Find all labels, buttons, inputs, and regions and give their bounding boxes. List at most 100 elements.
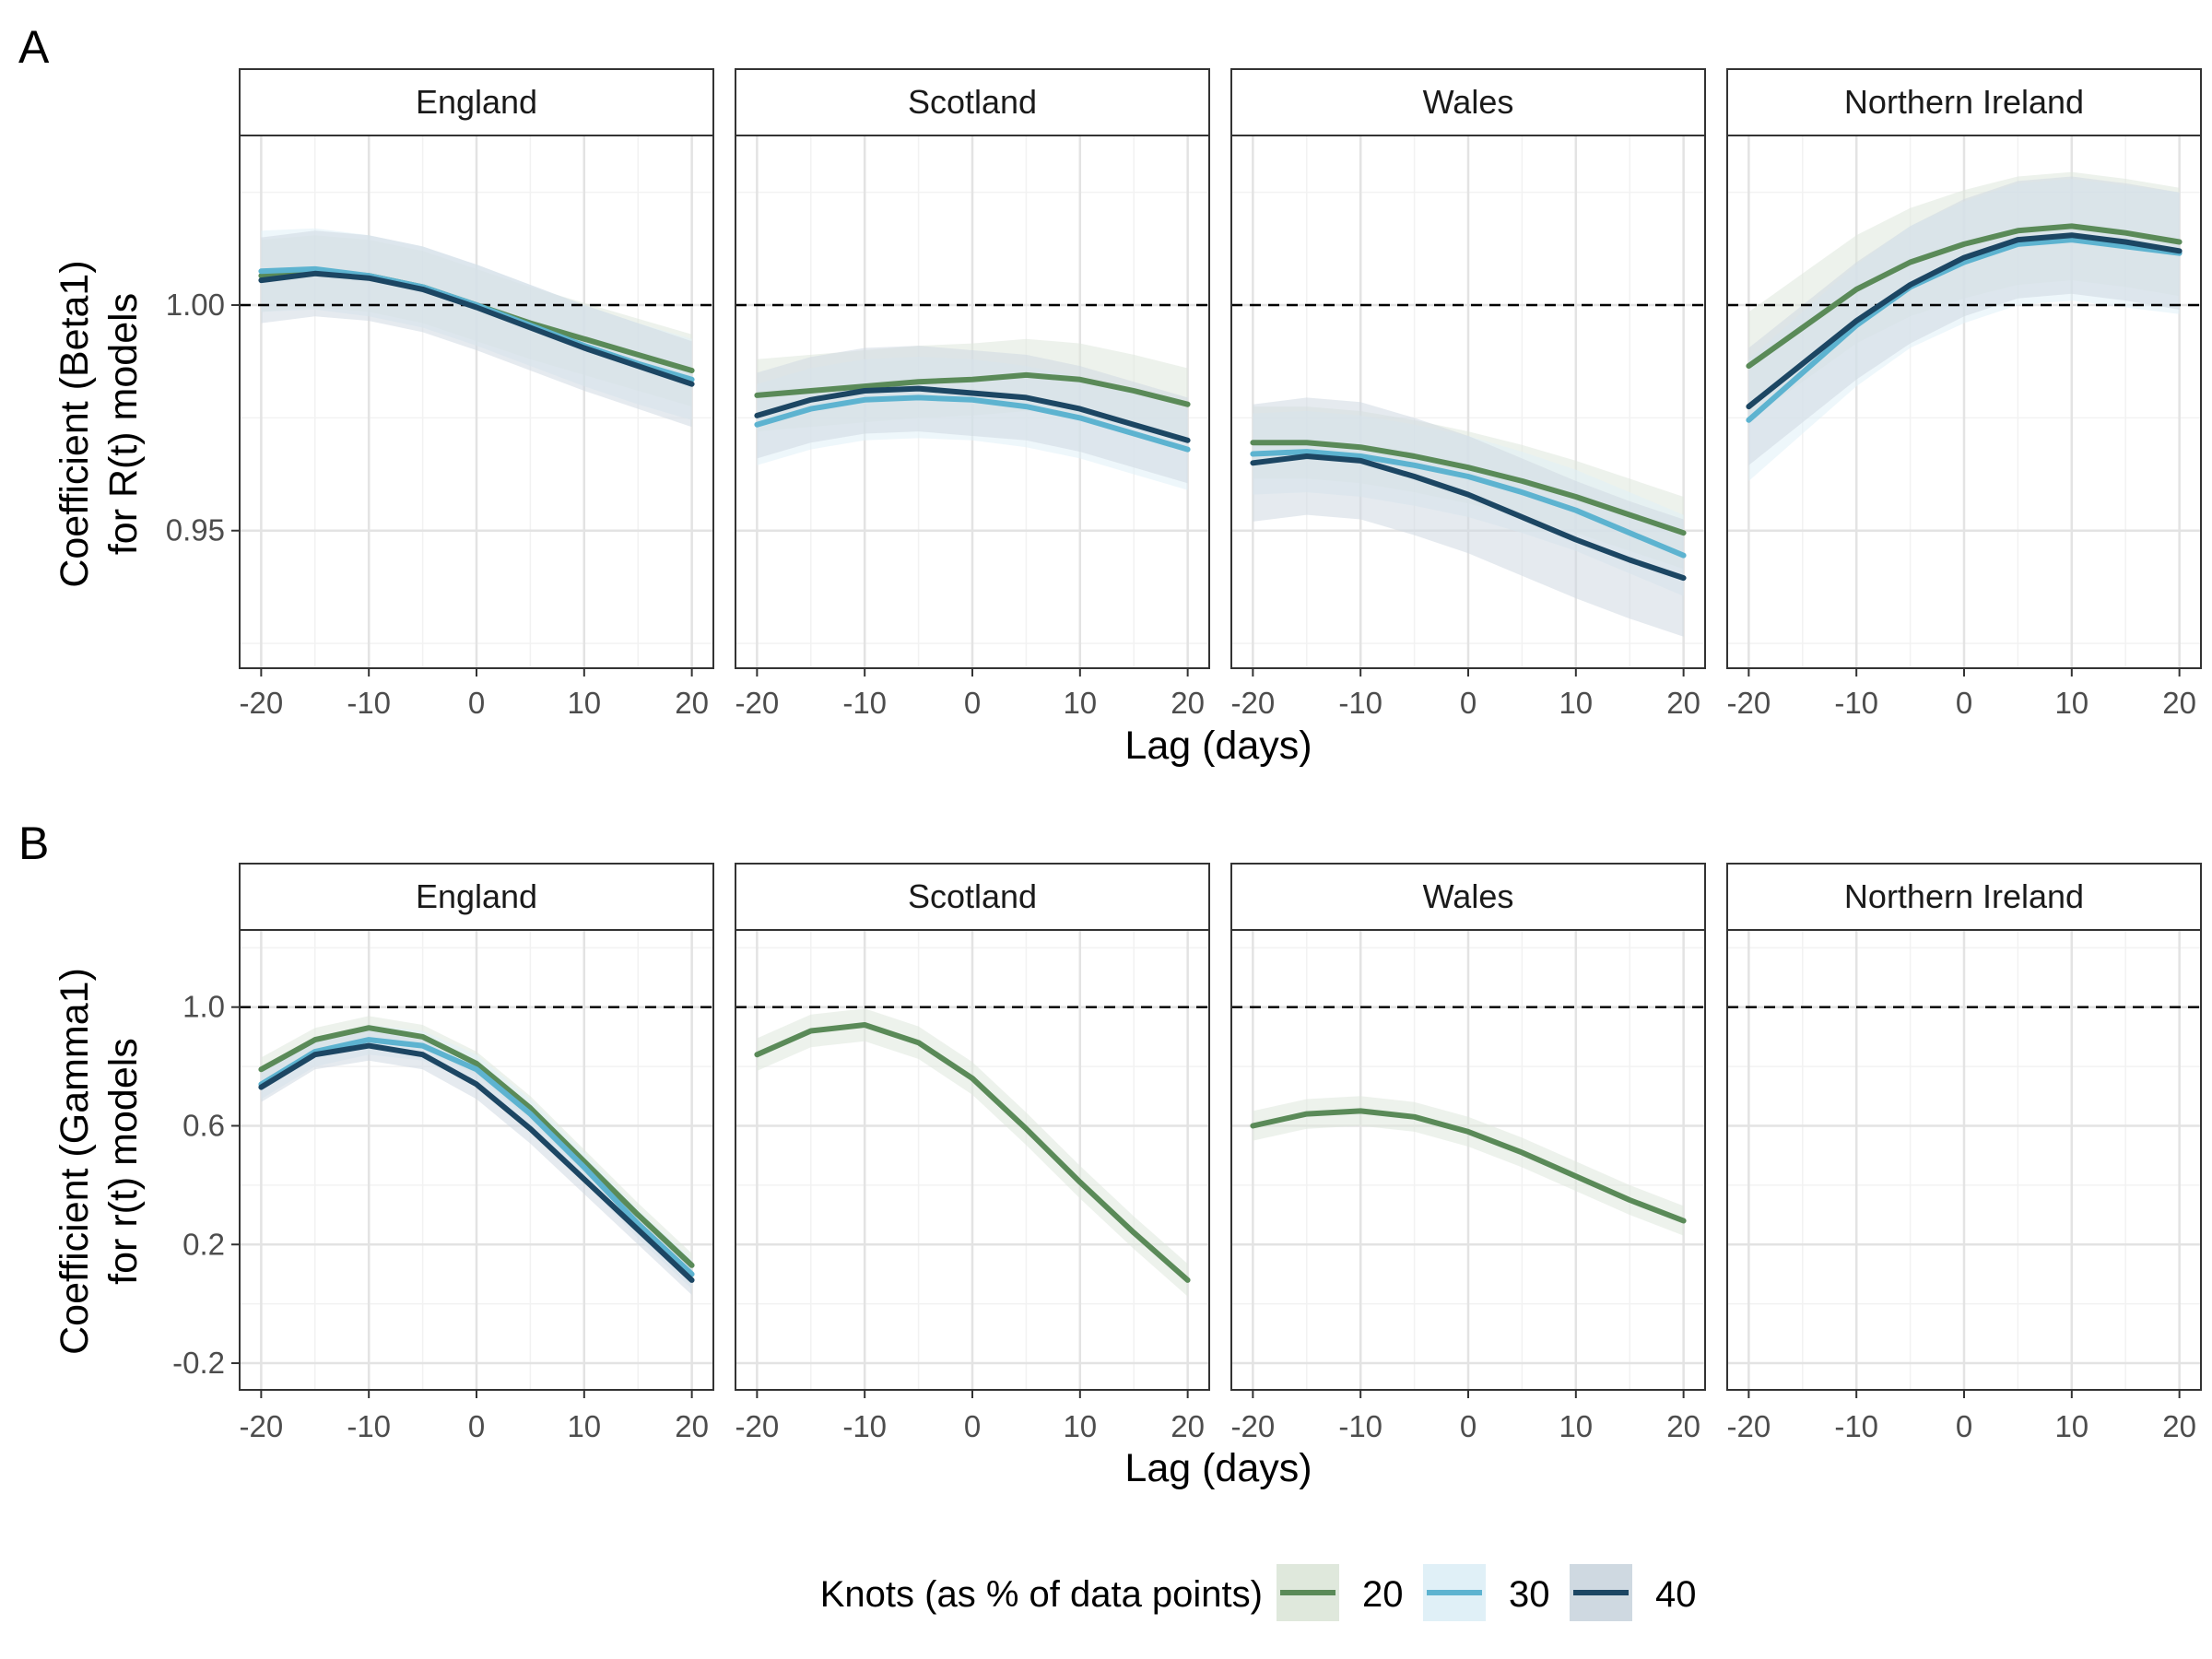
panel-b-ylabel-line-2: for r(t) models <box>101 1038 146 1285</box>
y-tick-label: 1.00 <box>166 288 225 322</box>
x-tick-label: -10 <box>842 1409 887 1443</box>
x-tick-label: 20 <box>1171 686 1205 720</box>
panel-b: B England -20 -10 0 10 20 -0.2 0.2 0.6 1.0 Scotlan… <box>18 818 2202 1490</box>
panel-a-facets: England -20 -10 0 10 20 0.95 1.00 Scotland -20 -10… <box>166 68 2202 720</box>
legend-label-20: 20 <box>1362 1574 1404 1615</box>
x-tick-label: 10 <box>567 1409 601 1443</box>
x-tick-label: -10 <box>347 1409 391 1443</box>
series-line-30 <box>258 1037 695 1277</box>
facet-b-wales: Wales -20 -10 0 10 20 <box>1230 863 1706 1443</box>
legend-entry-30: 30 <box>1423 1564 1550 1621</box>
strip-label: Northern Ireland <box>1844 83 2084 121</box>
strip-label: England <box>416 83 537 121</box>
x-tick-label: 0 <box>1956 686 1972 720</box>
x-tick-label: 10 <box>567 686 601 720</box>
legend-entry-20: 20 <box>1277 1564 1404 1621</box>
x-tick-label: 10 <box>1559 1409 1593 1443</box>
facet-a-england: England -20 -10 0 10 20 0.95 1.00 <box>166 68 714 720</box>
series-line-30 <box>1746 237 2183 423</box>
series-line-30 <box>754 394 1191 453</box>
panel-b-xlabel: Lag (days) <box>1124 1446 1312 1490</box>
series-line-20 <box>754 371 1191 407</box>
x-tick-label: 20 <box>2162 686 2196 720</box>
strip-wales <box>1230 863 1706 931</box>
x-tick-label: -20 <box>1231 686 1276 720</box>
strip-scotland <box>735 68 1210 136</box>
x-tick-label: 10 <box>2054 686 2088 720</box>
legend-entry-40: 40 <box>1570 1564 1697 1621</box>
x-tick-label: -20 <box>1727 1409 1771 1443</box>
y-tick-label: 0.6 <box>182 1108 225 1142</box>
legend-title: Knots (as % of data points) <box>820 1574 1263 1615</box>
y-tick-label: 0.95 <box>166 513 225 547</box>
legend-label-30: 30 <box>1509 1574 1550 1615</box>
legend: Knots (as % of data points) 20 30 40 <box>820 1564 1697 1621</box>
facet-a-northern-ireland: Northern Ireland -20 -10 0 10 20 <box>1726 68 2202 720</box>
panel-a-ylabel-line-1: Coefficient (Beta1) <box>53 260 97 587</box>
panel-a-xlabel: Lag (days) <box>1124 724 1312 768</box>
facet-a-scotland: Scotland -20 -10 0 10 20 <box>735 68 1210 720</box>
x-tick-label: -20 <box>1231 1409 1276 1443</box>
facet-b-england: England -20 -10 0 10 20 -0.2 0.2 0.6 1.0 <box>172 863 714 1443</box>
x-tick-label: -10 <box>1834 686 1878 720</box>
series-line-40 <box>258 270 695 387</box>
x-tick-label: -10 <box>1338 686 1382 720</box>
panel-b-ylabel-line-1: Coefficient (Gamma1) <box>53 968 97 1355</box>
series-line-40 <box>1746 232 2183 410</box>
x-tick-label: 0 <box>1460 1409 1477 1443</box>
x-tick-label: -20 <box>1727 686 1771 720</box>
x-tick-label: -20 <box>240 686 284 720</box>
panel-letter-a: A <box>18 21 50 73</box>
facet-b-scotland: Scotland -20 -10 0 10 20 <box>735 863 1210 1443</box>
x-tick-label: 20 <box>675 686 709 720</box>
x-tick-label: -20 <box>735 1409 780 1443</box>
x-tick-label: 0 <box>964 1409 981 1443</box>
panel-b-facets: England -20 -10 0 10 20 -0.2 0.2 0.6 1.0 Scotland -… <box>172 863 2202 1443</box>
x-tick-label: 20 <box>1171 1409 1205 1443</box>
y-tick-label: 1.0 <box>182 990 225 1024</box>
panel-letter-b: B <box>18 818 49 869</box>
panel-a: A England -20 -10 0 10 20 0.95 1.00 Scotland -20 -… <box>18 21 2202 768</box>
strip-northern-ireland <box>1726 863 2202 931</box>
band-40 <box>1748 176 2180 465</box>
strip-northern-ireland <box>1726 68 2202 136</box>
strip-england <box>239 863 714 931</box>
y-tick-label: -0.2 <box>172 1346 225 1380</box>
series-line-20 <box>258 1025 695 1268</box>
legend-label-40: 40 <box>1655 1574 1697 1615</box>
facet-b-northern-ireland: Northern Ireland -20 -10 0 10 20 <box>1726 863 2202 1443</box>
x-tick-label: 20 <box>1666 686 1700 720</box>
x-tick-label: 0 <box>1460 686 1477 720</box>
x-tick-label: 0 <box>468 686 485 720</box>
series-line-20 <box>1250 440 1687 536</box>
facet-a-wales: Wales -20 -10 0 10 20 <box>1230 68 1706 720</box>
band-20 <box>1253 1096 1684 1236</box>
strip-label: Scotland <box>908 877 1037 915</box>
strip-wales <box>1230 68 1706 136</box>
x-tick-label: 20 <box>1666 1409 1700 1443</box>
x-tick-label: 10 <box>1063 1409 1097 1443</box>
x-tick-label: -10 <box>842 686 887 720</box>
strip-label: Wales <box>1423 877 1514 915</box>
panel-a-ylabel-line-2: for R(t) models <box>101 293 146 555</box>
series-line-40 <box>1250 453 1687 582</box>
x-tick-label: 20 <box>675 1409 709 1443</box>
series-line-20 <box>1250 1108 1687 1224</box>
x-tick-label: 0 <box>964 686 981 720</box>
x-tick-label: 0 <box>468 1409 485 1443</box>
strip-england <box>239 68 714 136</box>
x-tick-label: -10 <box>1338 1409 1382 1443</box>
x-tick-label: 20 <box>2162 1409 2196 1443</box>
x-tick-label: 0 <box>1956 1409 1972 1443</box>
series-line-20 <box>754 1022 1191 1283</box>
x-tick-label: -20 <box>240 1409 284 1443</box>
strip-label: Wales <box>1423 83 1514 121</box>
series-line-30 <box>1250 449 1687 559</box>
strip-label: Northern Ireland <box>1844 877 2084 915</box>
series-line-40 <box>754 385 1191 443</box>
x-tick-label: 10 <box>1063 686 1097 720</box>
strip-scotland <box>735 863 1210 931</box>
series-line-20 <box>1746 223 2183 370</box>
series-line-40 <box>258 1042 695 1283</box>
